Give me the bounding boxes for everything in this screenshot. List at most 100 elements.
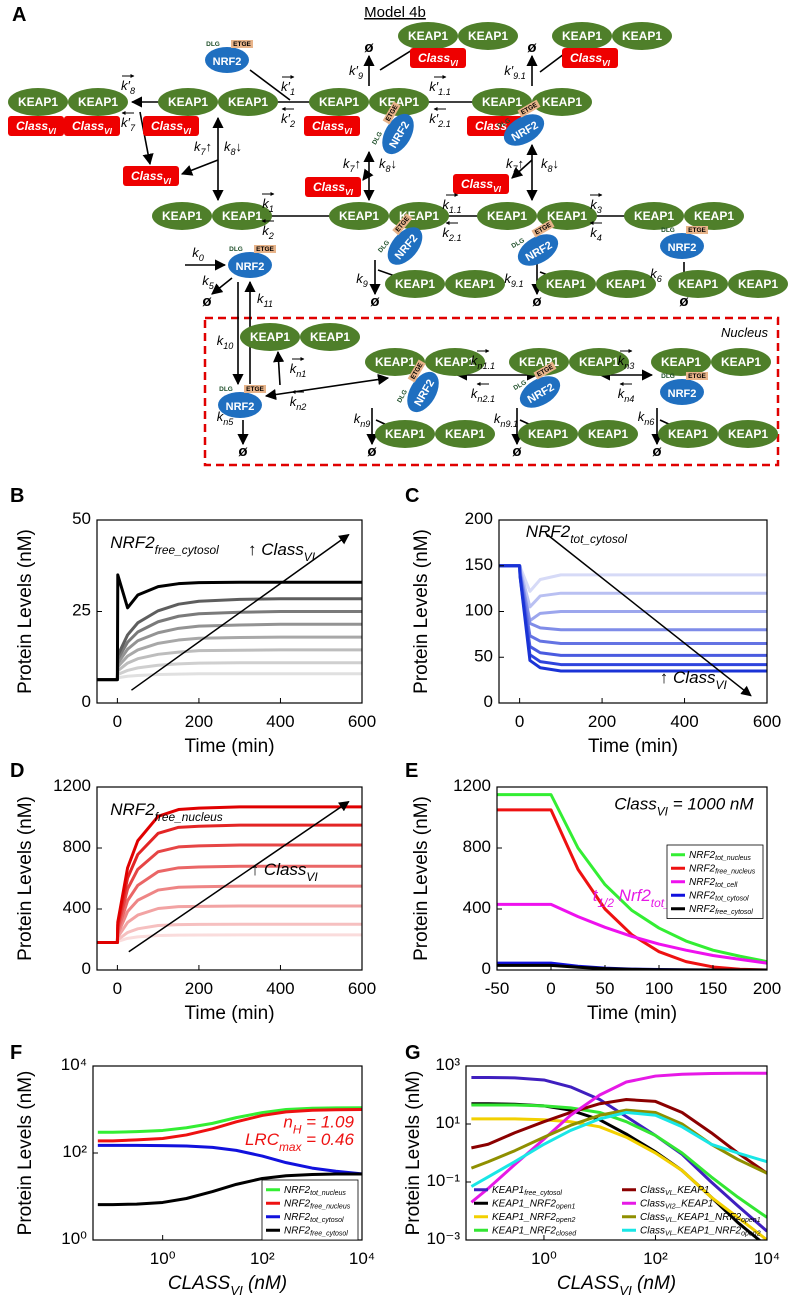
legend-label: NRF2tot_cytosol — [689, 890, 749, 903]
nrf2-body — [517, 234, 559, 266]
rate-constant: k′8 — [121, 78, 135, 96]
reaction-arrow — [211, 277, 233, 295]
plot-frame — [496, 786, 768, 971]
class-word: Class — [570, 51, 602, 65]
keap1 — [8, 88, 68, 116]
data-line — [471, 1117, 767, 1240]
rate-constant: k11 — [257, 291, 273, 309]
annotation: ↑ ClassVI — [248, 541, 316, 565]
x-tick-label: 150 — [699, 979, 727, 998]
keap1-label: KEAP1 — [468, 29, 508, 43]
keap1-label: KEAP1 — [78, 95, 118, 109]
x-tick-label: 600 — [753, 712, 781, 731]
keap1-label: KEAP1 — [18, 95, 58, 109]
rate-constant: kn9.1 — [494, 411, 518, 429]
keap1 — [612, 22, 672, 50]
y-tick-label: 10³ — [435, 1055, 460, 1074]
rate-constant: k′1.1 — [429, 79, 451, 97]
rate-constant: k′9 — [349, 63, 363, 81]
keap1-label: KEAP1 — [222, 209, 262, 223]
x-tick-label: 400 — [266, 979, 294, 998]
etge-tag — [382, 101, 401, 125]
x-axis-label: CLASSVI (nM) — [168, 1273, 287, 1296]
x-tick-label: 600 — [348, 712, 376, 731]
class-sub: VI — [345, 187, 354, 197]
nrf2-label: NRF2 — [213, 56, 242, 68]
keap1 — [728, 270, 788, 298]
trend-arrow — [131, 534, 350, 691]
y-tick-label: 1200 — [453, 776, 491, 795]
class-vi — [64, 116, 120, 136]
class-vi-label: ClassVI — [151, 119, 192, 136]
class-vi — [304, 116, 360, 136]
rate-constant: k′7 — [121, 115, 136, 133]
y-tick-label: 10² — [62, 1142, 87, 1161]
class-word: Class — [418, 51, 450, 65]
keap1 — [472, 88, 532, 116]
x-axis-label: Time (min) — [588, 736, 678, 757]
nucleus-box — [203, 316, 780, 467]
reaction-arrow — [362, 168, 374, 181]
x-tick-label: 10⁰ — [150, 1249, 176, 1268]
legend-label: NRF2tot_cell — [689, 876, 738, 889]
dlg-label: DLG — [371, 131, 384, 146]
y-axis-label: Protein Levels (nM) — [15, 1071, 36, 1236]
keap1-label: KEAP1 — [319, 95, 359, 109]
x-tick-label: 600 — [348, 979, 376, 998]
y-tick-label: 50 — [72, 509, 91, 528]
keap1-label: KEAP1 — [482, 95, 522, 109]
rate-constant: kn3 — [618, 353, 635, 371]
etge-tag — [407, 359, 426, 383]
degradation: ø — [238, 443, 248, 460]
nrf2-body — [387, 227, 423, 265]
rate-constant: k6 — [650, 266, 663, 284]
keap1 — [329, 202, 389, 230]
etge-tag — [517, 99, 541, 118]
class-word: Class — [475, 119, 507, 133]
class-vi — [453, 174, 509, 194]
keap1-label: KEAP1 — [588, 427, 628, 441]
reaction-arrow — [264, 373, 390, 401]
etge-label: ETGE — [246, 386, 264, 393]
class-vi-label: ClassVI — [16, 119, 57, 136]
keap1 — [365, 348, 425, 376]
rate-constant: k1 — [262, 196, 274, 214]
nrf2-label: NRF2 — [668, 242, 697, 254]
degradation: ø — [202, 293, 212, 310]
legend-label: ClassVI_KEAP1 — [640, 1184, 709, 1197]
legend-label: KEAP1_NRF2open1 — [492, 1198, 575, 1211]
panel-letter: F — [10, 1042, 22, 1064]
keap1-label: KEAP1 — [622, 29, 662, 43]
class-sub: VI — [450, 58, 459, 68]
y-tick-label: 10¹ — [435, 1113, 460, 1132]
degradation: ø — [364, 39, 374, 56]
legend-label: NRF2free_cytosol — [689, 903, 753, 916]
keap1 — [596, 270, 656, 298]
degradation: ø — [370, 293, 380, 310]
data-line — [97, 864, 362, 945]
keap1 — [718, 420, 778, 448]
nrf2-body — [660, 233, 704, 259]
y-tick-label: 0 — [82, 959, 91, 978]
degradation: ø — [367, 443, 377, 460]
nrf2-label: NRF2 — [236, 261, 265, 273]
class-sub: VI — [344, 126, 353, 136]
etge-label: ETGE — [688, 227, 706, 234]
dlg-label: DLG — [229, 246, 243, 253]
keap1-label: KEAP1 — [435, 355, 475, 369]
data-line — [497, 793, 767, 964]
etge-tag — [244, 385, 266, 393]
x-tick-label: 10² — [250, 1249, 275, 1268]
keap1-label: KEAP1 — [579, 355, 619, 369]
class-vi — [410, 48, 466, 68]
etge-tag — [533, 361, 557, 380]
reaction-arrow — [180, 159, 219, 176]
class-word: Class — [16, 119, 48, 133]
keap1 — [569, 348, 629, 376]
etge-tag — [231, 40, 253, 48]
rate-constant: k7↑ — [506, 156, 524, 174]
keap1 — [300, 323, 360, 351]
legend-label: NRF2free_nucleus — [689, 863, 756, 876]
rate-constant: k9.1 — [504, 271, 523, 289]
